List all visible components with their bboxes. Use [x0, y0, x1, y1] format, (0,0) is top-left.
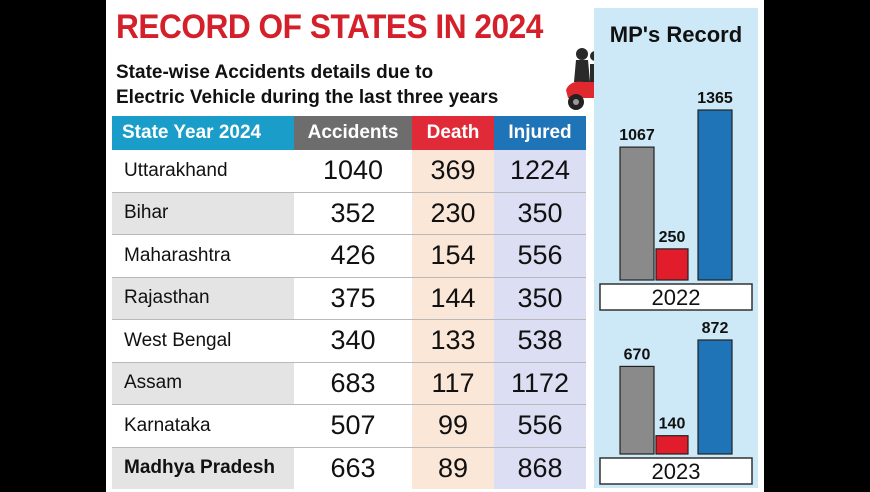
bar-label-2023-injured: 872	[702, 320, 729, 337]
cell-injured: 556	[494, 405, 586, 448]
bar-label-2022-injured: 1365	[697, 90, 733, 107]
cell-injured: 1224	[494, 150, 586, 193]
subtitle-line-2: Electric Vehicle during the last three y…	[116, 87, 499, 108]
cell-state: Uttarakhand	[112, 150, 294, 193]
cell-injured: 868	[494, 447, 586, 489]
cell-injured: 538	[494, 320, 586, 363]
subtitle-line-1: State-wise Accidents details due to	[116, 62, 434, 83]
cell-injured: 1172	[494, 362, 586, 405]
cell-accidents: 426	[294, 235, 412, 278]
bar-label-2023-accidents: 670	[624, 346, 651, 363]
year-label-2022: 2022	[652, 285, 701, 310]
cell-state: Karnataka	[112, 405, 294, 448]
bar-label-2022-death: 250	[659, 229, 686, 246]
table-row: West Bengal 340 133 538	[112, 320, 586, 363]
cell-death: 369	[412, 150, 494, 193]
cell-death: 144	[412, 277, 494, 320]
mp-record-panel: MP's Record 1067 250 1365 2022 670 140 872 2023	[594, 8, 758, 488]
year-box-2023	[599, 457, 753, 485]
cell-death: 89	[412, 447, 494, 489]
cell-death: 99	[412, 405, 494, 448]
bar-2023-accidents	[619, 365, 655, 455]
cell-state: West Bengal	[112, 320, 294, 363]
cell-accidents: 340	[294, 320, 412, 363]
cell-state: Assam	[112, 362, 294, 405]
header-accidents: Accidents	[294, 116, 412, 150]
header-injured: Injured	[494, 116, 586, 150]
table-row: Uttarakhand 1040 369 1224	[112, 150, 586, 193]
cell-accidents: 352	[294, 192, 412, 235]
cell-state: Rajasthan	[112, 277, 294, 320]
year-box-2022	[599, 283, 753, 311]
table-row: Bihar 352 230 350	[112, 192, 586, 235]
cell-death: 133	[412, 320, 494, 363]
table-row: Assam 683 117 1172	[112, 362, 586, 405]
cell-accidents: 663	[294, 447, 412, 489]
page-title: RECORD OF STATES IN 2024	[116, 8, 543, 46]
cell-state: Madhya Pradesh	[112, 447, 294, 489]
cell-accidents: 375	[294, 277, 412, 320]
table-row: Rajasthan 375 144 350	[112, 277, 586, 320]
infographic-panel: RECORD OF STATES IN 2024 State-wise Acci…	[106, 0, 764, 492]
bar-2023-death	[655, 435, 689, 455]
cell-injured: 350	[494, 192, 586, 235]
mp-record-charts: 1067 250 1365 2022 670 140 872 2023	[599, 90, 753, 485]
bar-2022-accidents	[619, 146, 655, 281]
bar-2022-injured	[697, 109, 733, 281]
table-row: Madhya Pradesh 663 89 868	[112, 447, 586, 489]
mp-record-title: MP's Record	[609, 22, 743, 47]
cell-injured: 556	[494, 235, 586, 278]
cell-injured: 350	[494, 277, 586, 320]
table-row: Maharashtra 426 154 556	[112, 235, 586, 278]
cell-state: Maharashtra	[112, 235, 294, 278]
bar-label-2023-death: 140	[659, 416, 686, 433]
table-row: Karnataka 507 99 556	[112, 405, 586, 448]
cell-death: 117	[412, 362, 494, 405]
cell-death: 154	[412, 235, 494, 278]
bar-2023-injured	[697, 339, 733, 455]
header-death: Death	[412, 116, 494, 150]
cell-accidents: 507	[294, 405, 412, 448]
cell-accidents: 683	[294, 362, 412, 405]
header-state: State Year 2024	[112, 116, 294, 150]
cell-accidents: 1040	[294, 150, 412, 193]
accidents-table: State Year 2024 Accidents Death Injured …	[112, 116, 586, 489]
cell-death: 230	[412, 192, 494, 235]
table-header-row: State Year 2024 Accidents Death Injured	[112, 116, 586, 150]
bar-2022-death	[655, 248, 689, 281]
year-label-2023: 2023	[652, 459, 701, 484]
cell-state: Bihar	[112, 192, 294, 235]
bar-label-2022-accidents: 1067	[619, 127, 655, 144]
subtitle: State-wise Accidents details due to Elec…	[116, 60, 586, 110]
